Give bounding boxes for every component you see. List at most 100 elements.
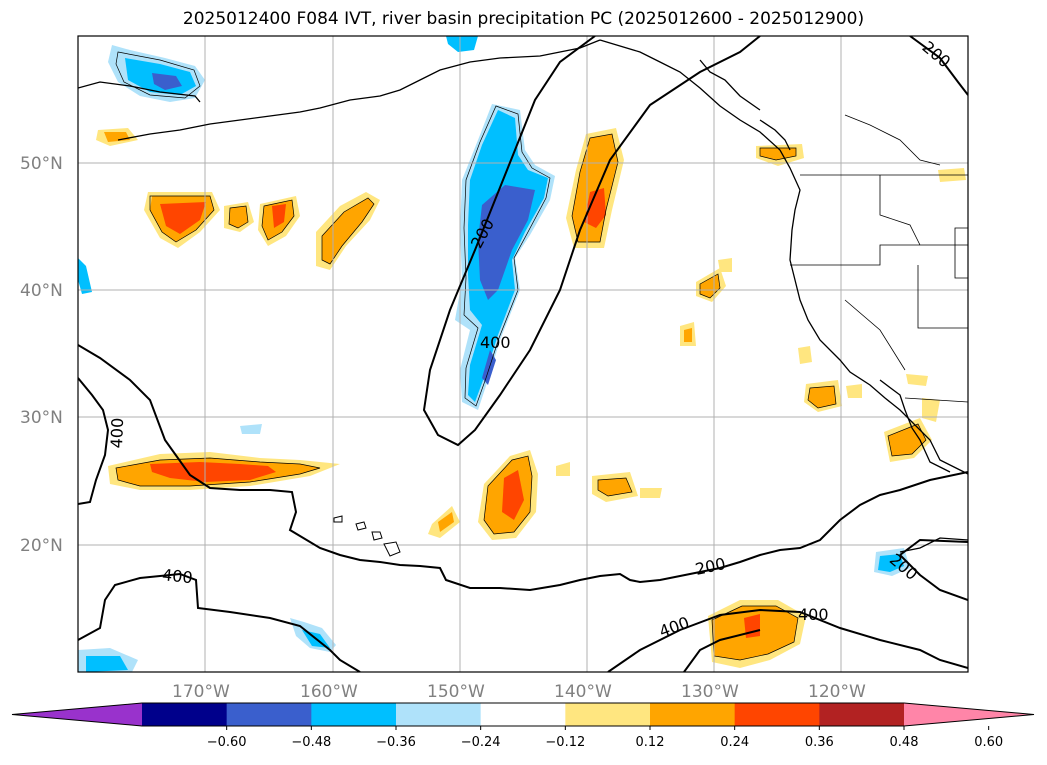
coastline-gulf-of-alaska (599, 39, 968, 475)
precip-outline (699, 273, 721, 299)
coastline-mexico (899, 537, 968, 553)
precip-blob-orange (808, 386, 836, 408)
ivt-contour-400-left (78, 377, 110, 505)
precip-blob-orange (684, 328, 692, 342)
lat-label: 40°N (20, 281, 63, 301)
lon-label: 120°W (808, 682, 866, 702)
colorbar-segment (565, 703, 651, 726)
map-frame (77, 35, 969, 673)
colorbar-segment (734, 703, 820, 726)
precip-outline (463, 105, 551, 407)
coastline-baja (879, 379, 951, 473)
lon-label: 130°W (681, 682, 739, 702)
precip-outline (261, 199, 295, 241)
lon-label: 140°W (554, 682, 612, 702)
ivt-contour-400-se (607, 608, 968, 672)
colorbar-tick-label: 0.36 (805, 735, 834, 750)
colorbar-tick-label: −0.60 (207, 735, 247, 750)
precip-blob-orange (906, 374, 928, 386)
colorbar-extend-min (12, 703, 142, 726)
lat-label: 50°N (20, 154, 63, 174)
colorbar-tick-label: −0.24 (461, 735, 501, 750)
colorbar-tick-label: 0.48 (890, 735, 919, 750)
grid-lines (78, 36, 968, 672)
precip-outline (321, 197, 375, 265)
precip-blob-orange (846, 384, 862, 398)
contour-label: 400 (107, 417, 127, 448)
precip-outline (228, 205, 249, 229)
coastline-alaska (78, 81, 201, 103)
lon-label: 170°W (172, 682, 230, 702)
colorbar-segment (650, 703, 736, 726)
precip-blob-orange (718, 258, 732, 272)
border-state (844, 299, 906, 371)
precip-blob-blue (478, 185, 535, 300)
precip-blob-blue (240, 424, 262, 434)
precip-blob-blue (446, 36, 478, 52)
colorbar-tick-label: 0.12 (636, 735, 665, 750)
colorbar-segment (142, 703, 228, 726)
precip-blob-orange (584, 188, 606, 228)
colorbar: −0.60 −0.48 −0.36 −0.24 −0.12 0.12 0.24 0.36 0.4… (11, 702, 1035, 750)
contour-label: 400 (161, 565, 193, 587)
colorbar-segment (226, 703, 312, 726)
island-hawaii (383, 541, 401, 557)
colorbar-tick-label: −0.12 (545, 735, 585, 750)
colorbar-segment (311, 703, 397, 726)
colorbar-segment (819, 703, 905, 726)
colorbar-segment (480, 703, 566, 726)
precip-blob-orange (272, 204, 286, 228)
precip-blob-orange (502, 470, 524, 520)
borders (790, 114, 968, 403)
precip-outline (149, 195, 215, 243)
precip-blob-orange (150, 462, 276, 482)
precip-blob-orange (700, 274, 720, 298)
precip-blobs (78, 36, 966, 672)
border-state (844, 114, 941, 166)
precip-blob-orange (640, 488, 662, 498)
islands (333, 515, 401, 557)
map-title: 2025012400 F084 IVT, river basin precipi… (182, 9, 865, 29)
coastline-bc (759, 119, 791, 151)
island-hawaii (371, 531, 383, 541)
ivt-contour-400-se2 (683, 629, 761, 672)
precip-outline (115, 51, 201, 99)
precip-outline (887, 423, 927, 457)
lat-label: 20°N (20, 536, 63, 556)
colorbar-segment (396, 703, 482, 726)
lat-label: 30°N (20, 408, 63, 428)
colorbar-extend-max (904, 703, 1034, 726)
precip-blob-blue (878, 554, 904, 572)
coastline-aleutians (117, 39, 601, 141)
precip-outlines (115, 51, 927, 661)
border-state (879, 175, 921, 246)
contour-label: 200 (919, 37, 955, 71)
precip-outline (711, 605, 799, 661)
border-state (790, 244, 968, 266)
ivt-contour-400-south (78, 572, 361, 672)
coastlines (78, 39, 968, 553)
border-state (954, 227, 968, 279)
precip-outline (571, 133, 619, 243)
lon-label: 150°W (427, 682, 485, 702)
precip-outline (807, 385, 837, 409)
colorbar-tick-label: 0.24 (720, 735, 749, 750)
precip-blob-orange (598, 478, 632, 496)
precip-outline (759, 147, 797, 161)
precip-blob-blue (86, 656, 128, 672)
precip-blob-orange (760, 148, 796, 160)
border-us-mexico (904, 397, 968, 403)
contour-label: 400 (657, 613, 692, 641)
contour-label: 400 (480, 333, 511, 352)
map-area: 200 400 400 400 200 400 400 200 200 (78, 36, 968, 672)
ivt-contours (78, 36, 968, 672)
ivt-contour-400-west (78, 344, 968, 592)
island-hawaii (333, 515, 343, 523)
colorbar-tick-label: −0.36 (376, 735, 416, 750)
precip-blob-orange (888, 424, 926, 456)
precip-blob-orange (556, 462, 570, 476)
colorbar-tick-label: −0.48 (291, 735, 331, 750)
colorbar-outline (11, 702, 1035, 727)
border-state (917, 265, 968, 329)
